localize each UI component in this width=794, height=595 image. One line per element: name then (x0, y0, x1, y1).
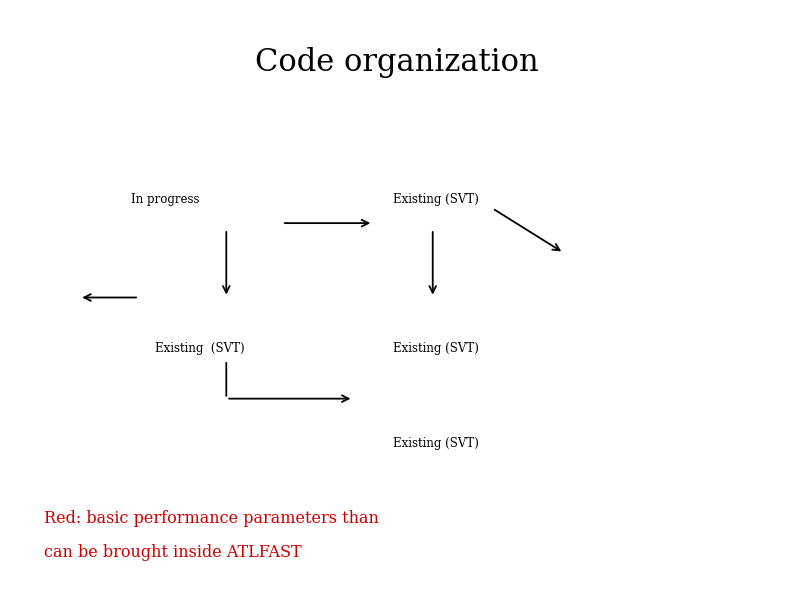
Text: Existing  (SVT): Existing (SVT) (155, 342, 245, 355)
Text: Existing (SVT): Existing (SVT) (393, 342, 479, 355)
Text: Red: basic performance parameters than: Red: basic performance parameters than (44, 511, 379, 527)
Text: Existing (SVT): Existing (SVT) (393, 437, 479, 450)
Text: Code organization: Code organization (255, 47, 539, 78)
Text: In progress: In progress (131, 193, 199, 206)
Text: Existing (SVT): Existing (SVT) (393, 193, 479, 206)
Text: can be brought inside ATLFAST: can be brought inside ATLFAST (44, 544, 301, 560)
